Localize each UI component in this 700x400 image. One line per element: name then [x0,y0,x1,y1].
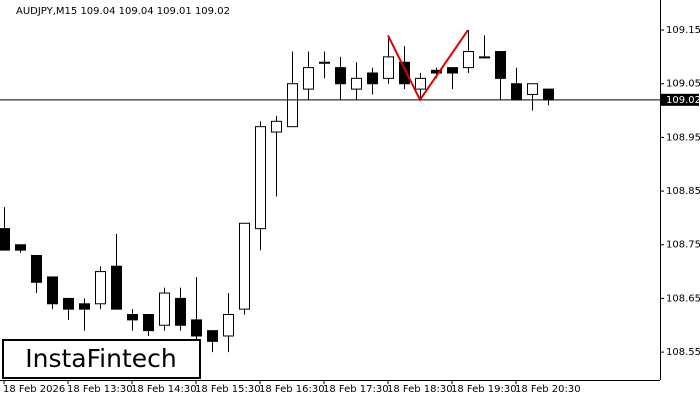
candle-body [527,83,538,95]
candle-body [111,265,122,310]
candle-body [543,88,554,101]
candle-body [511,83,522,101]
y-tick-label: 108.75 [666,240,700,251]
candle-body [175,297,186,326]
pattern-line [387,29,469,102]
candle-body [47,276,58,305]
y-tick-label: 108.65 [666,293,700,304]
candle-body [351,77,362,90]
y-tick-label: 109.15 [666,25,700,36]
candle-body [463,51,474,69]
candle-body [143,314,154,332]
candle-body [447,67,458,74]
x-tick-label: 18 Feb 19:30 [451,384,517,395]
y-tick-label: 108.95 [666,132,700,143]
candle-body [303,67,314,90]
watermark-box [2,339,201,379]
last-price-box [661,93,699,106]
x-tick-label: 18 Feb 15:30 [195,384,261,395]
candle-body [367,72,378,85]
candle-body [271,120,282,133]
x-tick-label: 18 Feb 2026 [3,384,65,395]
candle-body [79,303,90,310]
y-tick-label: 109.05 [666,79,700,90]
x-tick-label: 18 Feb 16:30 [259,384,325,395]
x-tick-label: 18 Feb 20:30 [515,384,581,395]
candle-body [495,51,506,79]
watermark: InstaFintech [25,344,177,373]
x-tick-label: 18 Feb 18:30 [387,384,453,395]
candle-body [255,126,266,230]
candle-body [415,77,426,90]
y-tick-label: 108.55 [666,347,700,358]
candle-body [319,61,330,64]
candle-body [479,56,490,59]
candle-body [95,271,106,305]
x-tick-label: 18 Feb 13:30 [67,384,133,395]
chart-title: AUDJPY,M15 109.04 109.04 109.01 109.02 [16,6,230,17]
candle-body [0,228,10,251]
candle-body [239,222,250,310]
candle-body [63,297,74,310]
candle-body [191,319,202,337]
last-price-label: 109.02 [666,95,700,106]
candle-body [431,69,442,74]
candle-body [31,254,42,283]
candle-body [287,83,298,128]
candle-body [15,244,26,251]
candle-body [223,314,234,337]
candle-body [159,292,170,326]
candle-body [383,56,394,79]
x-tick-label: 18 Feb 17:30 [323,384,389,395]
y-tick-label: 108.85 [666,186,700,197]
candle-body [335,67,346,85]
candle-body [207,330,218,342]
candle-body [127,314,138,321]
x-tick-label: 18 Feb 14:30 [131,384,197,395]
candle-body [399,61,410,85]
